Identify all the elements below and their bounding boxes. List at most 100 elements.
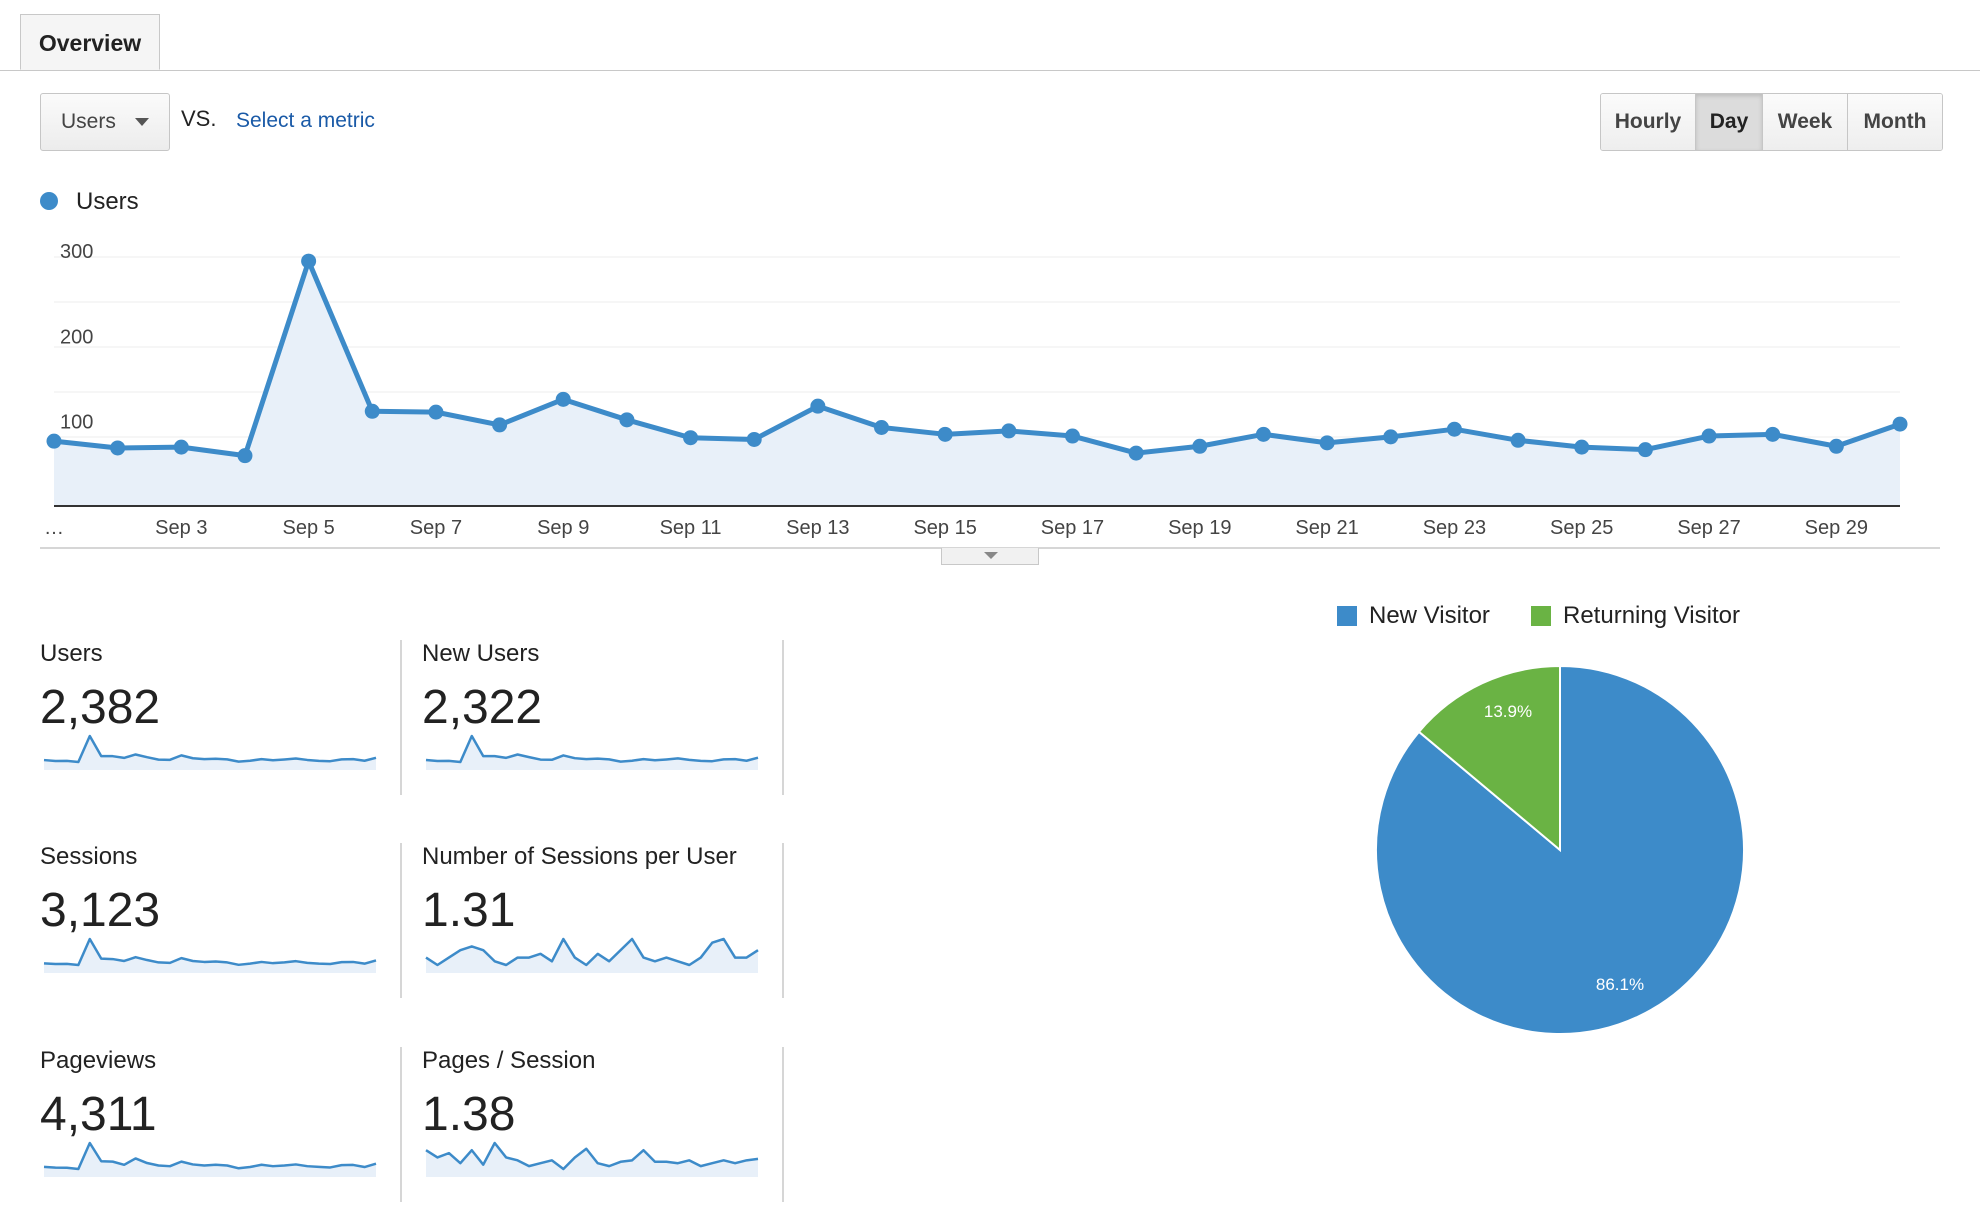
- data-point: [492, 417, 508, 433]
- scorecard-value: 2,382: [40, 681, 161, 734]
- data-point: [683, 430, 699, 446]
- scorecard-divider: [782, 640, 784, 795]
- data-point: [1383, 429, 1399, 445]
- sparkline-line: [43, 937, 377, 967]
- scorecard-users[interactable]: Users 2,382: [40, 640, 390, 790]
- scorecard-divider: [400, 640, 402, 795]
- y-tick-label: 300: [60, 241, 93, 263]
- x-tick-label: …: [44, 517, 64, 539]
- scorecard-divider: [782, 843, 784, 998]
- sparkline-line: [43, 1141, 377, 1171]
- series-line-users: [53, 258, 1901, 459]
- data-point: [237, 448, 253, 464]
- data-point: [1319, 435, 1335, 451]
- sparkline-area: [44, 939, 376, 973]
- pie-legend-label: New Visitor: [1369, 602, 1490, 629]
- x-tick-label: Sep 5: [282, 517, 334, 539]
- scorecard-label: Pages / Session: [422, 1047, 596, 1074]
- sparkline-area: [426, 939, 758, 973]
- scorecard-label: Pageviews: [40, 1047, 157, 1074]
- scorecard-label: New Users: [422, 640, 540, 667]
- metric-dropdown[interactable]: Users: [40, 93, 170, 151]
- pie-legend-new-visitor: New Visitor: [1337, 602, 1490, 630]
- scorecard-new-users[interactable]: New Users 2,322: [422, 640, 772, 790]
- scorecard-divider: [400, 843, 402, 998]
- x-tick-label: Sep 15: [913, 517, 976, 539]
- select-metric-link[interactable]: Select a metric: [236, 109, 375, 132]
- data-point: [746, 431, 762, 447]
- users-line-chart[interactable]: 100 200 300 … Sep 3 Sep 5 Sep 7 Sep 9 Sep 11 Sep …: [0, 220, 1980, 560]
- tab-overview[interactable]: Overview: [20, 14, 160, 70]
- sparkline: [43, 734, 377, 770]
- sparkline-area: [44, 1143, 376, 1177]
- pie-slice-label: 13.9%: [1484, 702, 1532, 721]
- sparkline: [425, 937, 759, 973]
- x-tick-label: Sep 19: [1168, 517, 1231, 539]
- y-tick-label: 100: [60, 412, 93, 434]
- data-point: [937, 426, 953, 442]
- sparkline-line: [425, 937, 759, 967]
- month-button[interactable]: Month: [1848, 94, 1942, 150]
- sparkline: [43, 937, 377, 973]
- data-point: [555, 391, 571, 407]
- x-tick-label: Sep 29: [1805, 517, 1868, 539]
- scorecard-pageviews[interactable]: Pageviews 4,311: [40, 1047, 390, 1197]
- data-point: [1510, 432, 1526, 448]
- time-granularity-group: Hourly Day Week Month: [1600, 93, 1943, 151]
- data-point: [1637, 442, 1653, 458]
- data-point: [874, 419, 890, 435]
- sparkline-line: [43, 734, 377, 764]
- scorecard-label: Number of Sessions per User: [422, 843, 737, 870]
- sparkline-line: [425, 734, 759, 764]
- scorecard-label: Sessions: [40, 843, 138, 870]
- scorecard-label: Users: [40, 640, 103, 667]
- data-point: [110, 440, 126, 456]
- x-tick-label: Sep 13: [786, 517, 849, 539]
- week-button[interactable]: Week: [1763, 94, 1848, 150]
- chevron-down-icon: [135, 118, 149, 126]
- scorecard-value: 3,123: [40, 884, 161, 937]
- sparkline-area: [426, 736, 758, 770]
- sparkline-area: [426, 1143, 758, 1177]
- data-point: [46, 433, 62, 449]
- returning-visitor-swatch: [1531, 606, 1551, 626]
- data-point: [301, 253, 317, 269]
- y-tick-label: 200: [60, 326, 93, 348]
- users-legend-label: Users: [76, 188, 139, 215]
- data-point: [1828, 438, 1844, 454]
- data-point: [1128, 445, 1144, 461]
- sparkline: [425, 1141, 759, 1177]
- tab-divider: [0, 70, 1980, 71]
- data-point: [1765, 426, 1781, 442]
- pie-slice-returning-visitor: [1417, 664, 1561, 853]
- data-point: [1192, 438, 1208, 454]
- day-button[interactable]: Day: [1696, 94, 1763, 150]
- pie-slice-label: 86.1%: [1596, 975, 1644, 994]
- scorecard-sessions-per-user[interactable]: Number of Sessions per User 1.31: [422, 843, 772, 993]
- x-tick-label: Sep 7: [410, 517, 462, 539]
- data-point: [1064, 428, 1080, 444]
- users-legend-marker: [40, 192, 58, 210]
- data-point: [810, 398, 826, 414]
- scorecard-sessions[interactable]: Sessions 3,123: [40, 843, 390, 993]
- hourly-button[interactable]: Hourly: [1601, 94, 1696, 150]
- data-point: [1255, 426, 1271, 442]
- scorecard-value: 4,311: [40, 1088, 157, 1141]
- chevron-down-icon: [984, 552, 998, 559]
- pie-legend-label: Returning Visitor: [1563, 602, 1740, 629]
- sparkline-line: [425, 1141, 759, 1171]
- data-point: [173, 439, 189, 455]
- x-tick-label: Sep 9: [537, 517, 589, 539]
- x-tick-label: Sep 23: [1423, 517, 1486, 539]
- x-tick-label: Sep 25: [1550, 517, 1613, 539]
- data-point: [1892, 416, 1908, 432]
- pie-legend-returning-visitor: Returning Visitor: [1531, 602, 1740, 630]
- x-tick-label: Sep 27: [1677, 517, 1740, 539]
- sparkline-area: [44, 736, 376, 770]
- scorecard-pages-per-session[interactable]: Pages / Session 1.38: [422, 1047, 772, 1197]
- scorecard-value: 2,322: [422, 681, 543, 734]
- visitor-pie-chart[interactable]: 86.1% 13.9%: [1360, 660, 1760, 1060]
- chart-collapse-toggle[interactable]: [941, 548, 1039, 565]
- data-point: [619, 412, 635, 428]
- data-point: [1446, 421, 1462, 437]
